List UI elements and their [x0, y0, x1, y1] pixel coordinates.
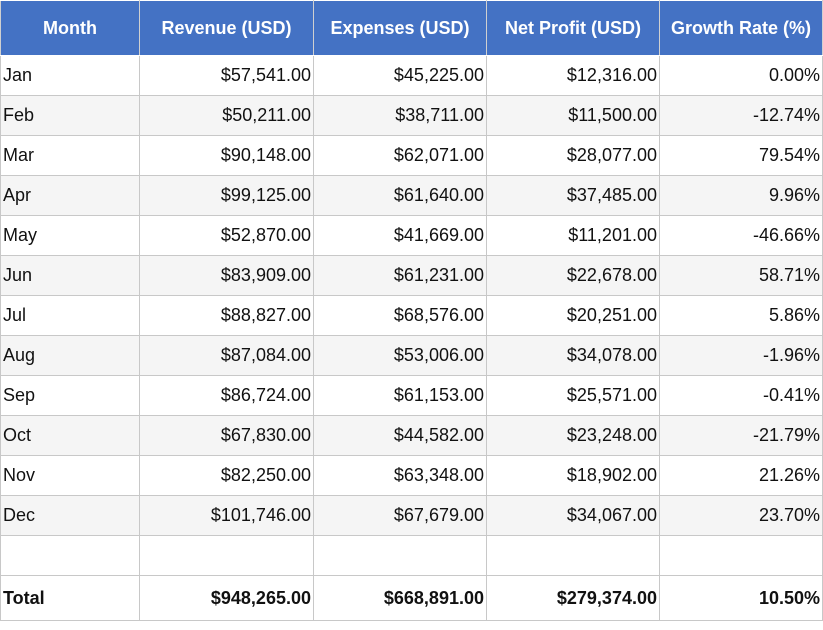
- empty-cell: [313, 535, 487, 576]
- table-cell: $86,724.00: [139, 375, 314, 416]
- table-cell: 5.86%: [659, 295, 823, 336]
- column-header: Month: [0, 0, 140, 56]
- table-cell: 79.54%: [659, 135, 823, 176]
- table-row: Oct $67,830.00 $44,582.00 $23,248.00 -21.79%: [0, 415, 823, 456]
- table-cell: $23,248.00: [486, 415, 660, 456]
- table-cell: $62,071.00: [313, 135, 487, 176]
- column-header: Net Profit (USD): [486, 0, 660, 56]
- table-cell: $83,909.00: [139, 255, 314, 296]
- table-cell: $28,077.00: [486, 135, 660, 176]
- table-cell: Jun: [0, 255, 140, 296]
- table-cell: 58.71%: [659, 255, 823, 296]
- header-row: Month Revenue (USD) Expenses (USD) Net Prof…: [0, 0, 823, 56]
- table-cell: Aug: [0, 335, 140, 376]
- table-row: May $52,870.00 $41,669.00 $11,201.00 -46.66%: [0, 215, 823, 256]
- table-cell: -1.96%: [659, 335, 823, 376]
- table-cell: $57,541.00: [139, 55, 314, 96]
- table-row: Jun $83,909.00 $61,231.00 $22,678.00 58.71%: [0, 255, 823, 296]
- table-cell: $38,711.00: [313, 95, 487, 136]
- table-cell: $18,902.00: [486, 455, 660, 496]
- table-cell: Mar: [0, 135, 140, 176]
- column-header: Revenue (USD): [139, 0, 314, 56]
- table-row: Mar $90,148.00 $62,071.00 $28,077.00 79.54%: [0, 135, 823, 176]
- table-cell: $87,084.00: [139, 335, 314, 376]
- table-cell: $25,571.00: [486, 375, 660, 416]
- table-cell: 0.00%: [659, 55, 823, 96]
- table-row: Jul $88,827.00 $68,576.00 $20,251.00 5.86%: [0, 295, 823, 336]
- total-cell: 10.50%: [659, 575, 823, 621]
- table-cell: $88,827.00: [139, 295, 314, 336]
- empty-cell: [486, 535, 660, 576]
- table-cell: $68,576.00: [313, 295, 487, 336]
- table-cell: Jan: [0, 55, 140, 96]
- table-row: Nov $82,250.00 $63,348.00 $18,902.00 21.26%: [0, 455, 823, 496]
- table-cell: $82,250.00: [139, 455, 314, 496]
- table-cell: Jul: [0, 295, 140, 336]
- table-cell: 23.70%: [659, 495, 823, 536]
- table-cell: Sep: [0, 375, 140, 416]
- table-cell: $44,582.00: [313, 415, 487, 456]
- table-row: Dec $101,746.00 $67,679.00 $34,067.00 23.70%: [0, 495, 823, 536]
- table-cell: $61,153.00: [313, 375, 487, 416]
- table-cell: $52,870.00: [139, 215, 314, 256]
- empty-cell: [0, 535, 140, 576]
- table-cell: Oct: [0, 415, 140, 456]
- table-cell: Apr: [0, 175, 140, 216]
- table-cell: $41,669.00: [313, 215, 487, 256]
- table-cell: May: [0, 215, 140, 256]
- table-cell: $63,348.00: [313, 455, 487, 496]
- table-row: Sep $86,724.00 $61,153.00 $25,571.00 -0.41%: [0, 375, 823, 416]
- total-cell: $948,265.00: [139, 575, 314, 621]
- total-cell: Total: [0, 575, 140, 621]
- table-cell: $99,125.00: [139, 175, 314, 216]
- table-cell: Feb: [0, 95, 140, 136]
- table-cell: $67,679.00: [313, 495, 487, 536]
- table-cell: $67,830.00: [139, 415, 314, 456]
- column-header: Expenses (USD): [313, 0, 487, 56]
- table-cell: $20,251.00: [486, 295, 660, 336]
- total-cell: $279,374.00: [486, 575, 660, 621]
- table-cell: $37,485.00: [486, 175, 660, 216]
- table-cell: -21.79%: [659, 415, 823, 456]
- table-row: Aug $87,084.00 $53,006.00 $34,078.00 -1.96%: [0, 335, 823, 376]
- empty-cell: [139, 535, 314, 576]
- table-body: Jan $57,541.00 $45,225.00 $12,316.00 0.00% Fe…: [0, 55, 823, 621]
- table-cell: $101,746.00: [139, 495, 314, 536]
- empty-cell: [659, 535, 823, 576]
- table-cell: $50,211.00: [139, 95, 314, 136]
- column-header: Growth Rate (%): [659, 0, 823, 56]
- table-cell: 9.96%: [659, 175, 823, 216]
- table-row: Jan $57,541.00 $45,225.00 $12,316.00 0.00%: [0, 55, 823, 96]
- table-cell: $12,316.00: [486, 55, 660, 96]
- table-cell: $22,678.00: [486, 255, 660, 296]
- total-cell: $668,891.00: [313, 575, 487, 621]
- table-cell: -46.66%: [659, 215, 823, 256]
- table-cell: -0.41%: [659, 375, 823, 416]
- empty-row: [0, 535, 823, 576]
- table-cell: $11,500.00: [486, 95, 660, 136]
- table-cell: $34,078.00: [486, 335, 660, 376]
- table-cell: $61,640.00: [313, 175, 487, 216]
- table-cell: Nov: [0, 455, 140, 496]
- table-cell: $53,006.00: [313, 335, 487, 376]
- table-cell: $34,067.00: [486, 495, 660, 536]
- table-cell: -12.74%: [659, 95, 823, 136]
- table-cell: $45,225.00: [313, 55, 487, 96]
- table-row: Apr $99,125.00 $61,640.00 $37,485.00 9.96%: [0, 175, 823, 216]
- table-cell: $61,231.00: [313, 255, 487, 296]
- table-header: Month Revenue (USD) Expenses (USD) Net Prof…: [0, 0, 823, 56]
- table-cell: $11,201.00: [486, 215, 660, 256]
- table-cell: Dec: [0, 495, 140, 536]
- table-row: Feb $50,211.00 $38,711.00 $11,500.00 -12.74%: [0, 95, 823, 136]
- table-cell: $90,148.00: [139, 135, 314, 176]
- table-cell: 21.26%: [659, 455, 823, 496]
- total-row: Total $948,265.00 $668,891.00 $279,374.00 10…: [0, 575, 823, 621]
